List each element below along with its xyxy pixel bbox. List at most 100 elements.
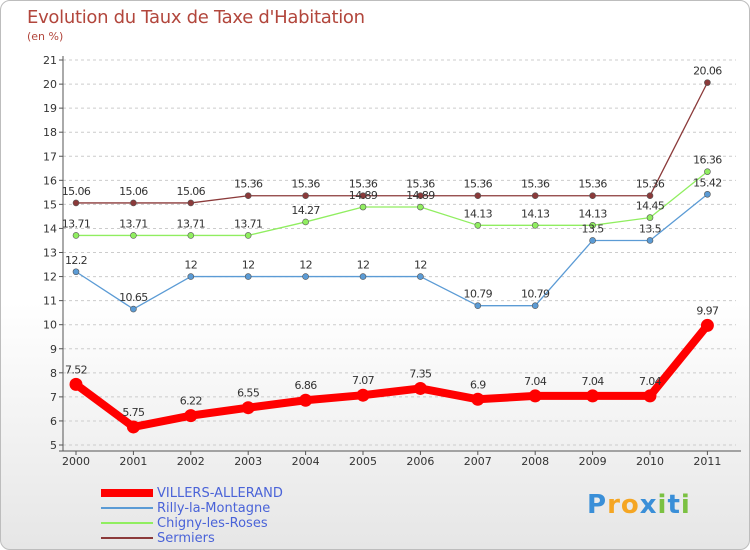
data-label: 14.13 bbox=[578, 207, 607, 220]
data-label: 10.79 bbox=[464, 288, 493, 301]
legend-label: Chigny-les-Roses bbox=[157, 516, 268, 531]
data-point bbox=[474, 302, 482, 309]
data-point bbox=[643, 389, 657, 403]
data-label: 14.13 bbox=[464, 207, 493, 220]
data-point bbox=[474, 192, 482, 200]
y-tick-label: 7 bbox=[50, 391, 57, 404]
x-tick-label: 2006 bbox=[406, 455, 434, 468]
data-point bbox=[589, 237, 596, 244]
data-label: 7.04 bbox=[524, 375, 547, 388]
data-label: 15.36 bbox=[521, 178, 550, 191]
logo-letter: i bbox=[680, 490, 691, 520]
y-tick-label: 20 bbox=[43, 78, 57, 91]
y-tick-label: 9 bbox=[50, 343, 57, 356]
data-point bbox=[589, 222, 596, 229]
legend-swatch bbox=[101, 537, 153, 539]
data-label: 13.71 bbox=[177, 217, 206, 230]
data-point bbox=[646, 237, 654, 244]
data-point bbox=[187, 199, 195, 207]
legend-label: Sermiers bbox=[157, 531, 215, 546]
data-label: 15.36 bbox=[406, 178, 435, 191]
data-point bbox=[471, 392, 485, 406]
logo-letter: i bbox=[657, 490, 668, 520]
logo-letter: x bbox=[639, 490, 658, 520]
data-label: 15.06 bbox=[177, 185, 206, 198]
data-point bbox=[130, 305, 137, 313]
data-point bbox=[531, 302, 539, 309]
data-label: 7.35 bbox=[409, 367, 432, 380]
x-tick-label: 2000 bbox=[62, 455, 90, 468]
data-point bbox=[244, 232, 252, 239]
data-label: 6.55 bbox=[237, 387, 260, 400]
data-point bbox=[417, 203, 424, 211]
x-tick-label: 2007 bbox=[464, 455, 492, 468]
y-tick-label: 14 bbox=[43, 222, 57, 235]
data-label: 13.5 bbox=[639, 222, 662, 235]
data-point bbox=[700, 318, 714, 332]
data-label: 15.36 bbox=[349, 178, 378, 191]
data-label: 13.5 bbox=[582, 222, 605, 235]
y-tick-label: 11 bbox=[43, 295, 57, 308]
data-point bbox=[356, 388, 370, 402]
data-point bbox=[126, 420, 140, 434]
proxiti-logo: Proxiti bbox=[587, 490, 691, 520]
data-point bbox=[187, 232, 195, 239]
legend-swatch bbox=[101, 507, 153, 509]
data-point bbox=[69, 377, 83, 391]
legend-swatch bbox=[101, 522, 153, 524]
data-point bbox=[302, 192, 309, 200]
data-label: 13.71 bbox=[234, 217, 263, 230]
chart-title: Evolution du Taux de Taxe d'Habitation bbox=[27, 7, 365, 28]
y-tick-label: 10 bbox=[43, 319, 57, 332]
data-label: 14.45 bbox=[636, 200, 665, 213]
x-tick-label: 2008 bbox=[521, 455, 549, 468]
data-point bbox=[359, 273, 367, 280]
data-label: 6.9 bbox=[470, 378, 486, 391]
logo-letter: r bbox=[607, 490, 621, 520]
y-tick-label: 8 bbox=[50, 367, 57, 380]
data-point bbox=[474, 222, 482, 229]
data-point bbox=[531, 192, 539, 200]
x-tick-label: 2005 bbox=[349, 455, 377, 468]
data-label: 7.04 bbox=[639, 375, 662, 388]
data-label: 12 bbox=[184, 259, 197, 272]
data-point bbox=[646, 192, 654, 200]
data-point bbox=[359, 192, 367, 200]
data-label: 15.36 bbox=[636, 178, 665, 191]
data-point bbox=[589, 192, 596, 200]
x-tick-label: 2001 bbox=[119, 455, 147, 468]
series-line-0 bbox=[73, 322, 711, 431]
x-tick-label: 2010 bbox=[636, 455, 664, 468]
data-point bbox=[413, 381, 427, 395]
series-line-2 bbox=[76, 171, 708, 237]
data-label: 15.36 bbox=[291, 178, 320, 191]
data-point bbox=[72, 232, 80, 239]
legend-swatch bbox=[101, 489, 153, 497]
y-tick-label: 12 bbox=[43, 271, 57, 284]
x-tick-label: 2011 bbox=[693, 455, 721, 468]
data-point bbox=[646, 214, 654, 221]
y-tick-label: 18 bbox=[43, 126, 57, 139]
data-label: 13.71 bbox=[62, 217, 91, 230]
data-label: 12.2 bbox=[65, 254, 87, 267]
data-point bbox=[184, 409, 198, 423]
data-label: 7.07 bbox=[352, 374, 375, 387]
logo-letter: P bbox=[587, 490, 608, 520]
data-point bbox=[299, 393, 313, 407]
data-label: 12 bbox=[414, 259, 427, 272]
data-label: 15.06 bbox=[119, 185, 148, 198]
data-point bbox=[72, 268, 80, 276]
data-label: 6.86 bbox=[295, 379, 318, 392]
data-label: 9.97 bbox=[696, 304, 719, 317]
data-point bbox=[130, 232, 137, 239]
data-point bbox=[187, 273, 195, 280]
y-tick-label: 17 bbox=[43, 150, 57, 163]
chart-subtitle: (en %) bbox=[27, 30, 64, 43]
data-label: 13.71 bbox=[119, 217, 148, 230]
data-point bbox=[359, 203, 367, 211]
data-label: 10.65 bbox=[119, 291, 148, 304]
data-label: 15.06 bbox=[62, 185, 91, 198]
logo-letter: o bbox=[620, 490, 640, 520]
